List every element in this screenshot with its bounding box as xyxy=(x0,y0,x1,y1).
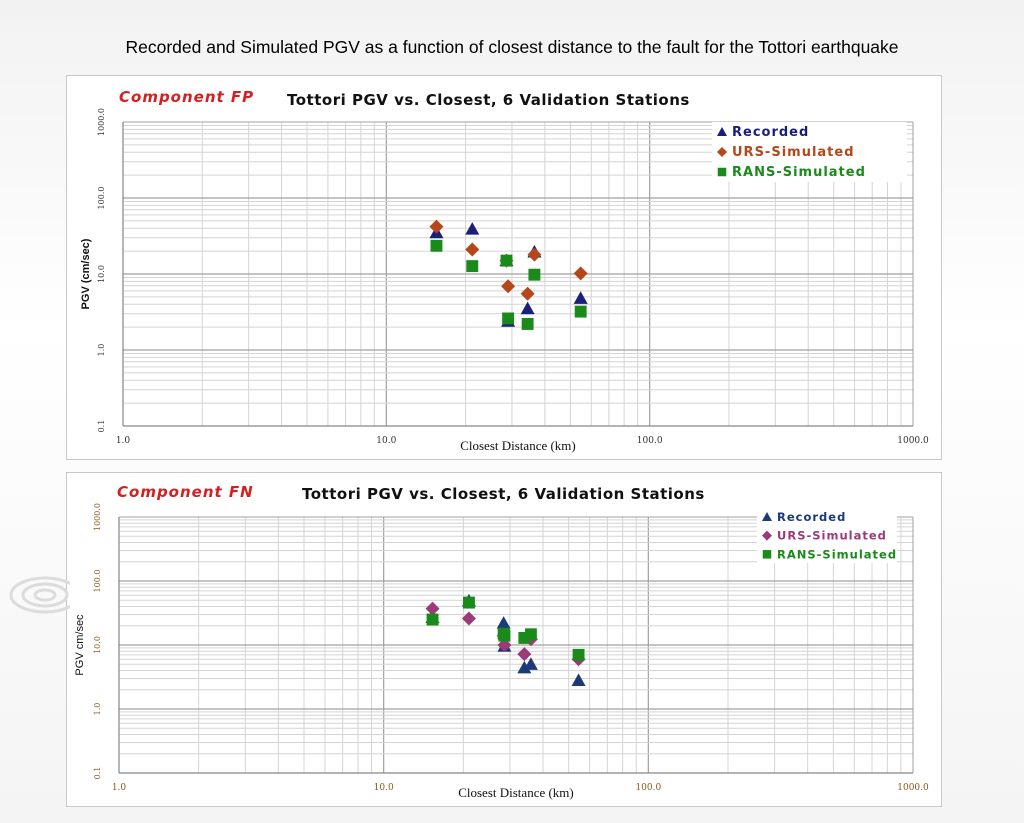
legend-marker-square xyxy=(717,167,727,177)
data-point-triangle xyxy=(571,673,586,686)
data-point-square xyxy=(466,260,479,273)
y-tick-label: 1000.0 xyxy=(97,108,106,136)
x-tick-label: 1.0 xyxy=(112,783,127,793)
chart-panel-fn: 1.0 10.0 100.0 1000.0 0.1 1.0 10.0 100.0 1000.0 C… xyxy=(66,472,942,807)
data-point-square xyxy=(498,629,511,642)
x-tick-label: 10.0 xyxy=(374,783,394,793)
data-point-diamond xyxy=(501,279,516,294)
x-tick-label: 100.0 xyxy=(635,783,661,793)
component-label: Component FN xyxy=(117,483,254,501)
x-tick-label: 1000.0 xyxy=(897,783,929,793)
legend-marker-diamond xyxy=(762,530,772,541)
data-point-square xyxy=(521,318,534,330)
chart-panel-fp: 1.0 10.0 100.0 1000.0 0.1 1.0 10.0 100.0 1000.0 C… xyxy=(66,75,942,460)
component-label: Component FP xyxy=(119,88,254,106)
legend-marker-triangle xyxy=(762,512,772,521)
y-axis-label: PGV cm/sec xyxy=(74,614,86,676)
data-point-square xyxy=(426,613,439,626)
x-tick-label: 10.0 xyxy=(376,436,396,446)
x-axis-label: Closest Distance (km) xyxy=(460,438,576,453)
slide-title: Recorded and Simulated PGV as a function… xyxy=(125,37,899,57)
legend-background xyxy=(757,507,897,563)
chart-fn-svg: 1.0 10.0 100.0 1000.0 0.1 1.0 10.0 100.0 1000.0 C… xyxy=(74,483,929,800)
data-point-triangle xyxy=(523,657,538,670)
data-point-square xyxy=(462,596,475,609)
x-tick-label: 100.0 xyxy=(637,436,663,446)
y-axis-label: PGV (cm/sec) xyxy=(80,238,92,309)
data-point-diamond xyxy=(517,647,532,662)
data-point-diamond xyxy=(461,611,476,626)
legend-label: RANS-Simulated xyxy=(777,547,897,561)
data-point-square xyxy=(528,268,541,281)
legend-label: Recorded xyxy=(732,125,809,140)
y-tick-label: 10.0 xyxy=(97,265,106,283)
x-tick-label: 1000.0 xyxy=(897,436,929,446)
data-point-diamond xyxy=(520,286,535,301)
data-point-diamond xyxy=(527,247,542,262)
legend-marker-square xyxy=(762,550,772,559)
data-point-triangle xyxy=(520,301,535,315)
legend-label: URS-Simulated xyxy=(777,529,887,543)
grid xyxy=(122,121,914,427)
data-point-triangle xyxy=(573,291,588,304)
data-point-square xyxy=(518,631,531,644)
ripple-decoration-icon xyxy=(9,576,70,614)
data-point-square xyxy=(500,254,513,267)
y-tick-label: 1.0 xyxy=(97,344,106,357)
data-point-square xyxy=(502,312,515,325)
data-point-triangle xyxy=(496,616,511,629)
y-tick-label: 10.0 xyxy=(93,636,102,654)
chart-title: Tottori PGV vs. Closest, 6 Validation St… xyxy=(287,91,690,109)
x-tick-label: 1.0 xyxy=(116,436,131,446)
data-point-diamond xyxy=(573,266,588,281)
data-point-square xyxy=(572,648,585,661)
legend: Recorded URS-Simulated RANS-Simulated xyxy=(757,507,897,563)
legend-background xyxy=(712,122,907,182)
data-point-triangle xyxy=(465,222,480,235)
data-point-diamond xyxy=(465,242,480,257)
y-tick-label: 1.0 xyxy=(93,703,102,716)
legend: Recorded URS-Simulated RANS-Simulated xyxy=(712,122,907,182)
chart-title: Tottori PGV vs. Closest, 6 Validation St… xyxy=(302,485,705,503)
grid xyxy=(118,516,914,774)
y-tick-label: 100.0 xyxy=(97,187,106,210)
y-tick-label: 0.1 xyxy=(93,767,102,780)
data-point-triangle xyxy=(517,660,532,674)
y-tick-label: 0.1 xyxy=(97,420,106,433)
y-tick-label: 100.0 xyxy=(93,570,102,593)
data-point-square xyxy=(574,305,587,318)
series-rans-simulated xyxy=(426,596,585,661)
data-point-square xyxy=(430,239,443,252)
legend-marker-diamond xyxy=(717,147,727,157)
data-point-diamond xyxy=(429,219,444,234)
legend-label: URS-Simulated xyxy=(732,145,855,160)
y-tick-label: 1000.0 xyxy=(93,503,102,531)
legend-label: RANS-Simulated xyxy=(732,165,866,180)
data-point-diamond xyxy=(425,601,440,616)
chart-fp-svg: 1.0 10.0 100.0 1000.0 0.1 1.0 10.0 100.0 1000.0 C… xyxy=(80,88,929,453)
data-point-square xyxy=(524,628,537,641)
legend-marker-triangle xyxy=(717,127,727,136)
series-rans-simulated xyxy=(430,239,587,330)
legend-label: Recorded xyxy=(777,510,846,524)
x-axis-label: Closest Distance (km) xyxy=(458,785,574,800)
